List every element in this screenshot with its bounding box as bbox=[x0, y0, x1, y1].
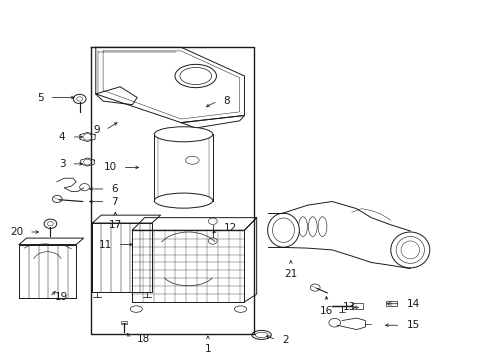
Text: 4: 4 bbox=[59, 132, 65, 142]
Text: 20: 20 bbox=[10, 227, 23, 237]
Text: 7: 7 bbox=[111, 197, 118, 207]
Text: 17: 17 bbox=[108, 220, 122, 230]
Text: 5: 5 bbox=[37, 93, 43, 103]
Text: 16: 16 bbox=[319, 306, 332, 316]
Text: 1: 1 bbox=[204, 344, 211, 354]
Text: 11: 11 bbox=[99, 239, 112, 249]
Ellipse shape bbox=[175, 64, 216, 87]
Text: 9: 9 bbox=[93, 125, 100, 135]
Bar bbox=[385, 301, 396, 306]
Text: 2: 2 bbox=[282, 334, 288, 345]
Ellipse shape bbox=[154, 193, 212, 208]
Text: 6: 6 bbox=[111, 184, 118, 194]
Bar bbox=[121, 320, 127, 324]
Ellipse shape bbox=[267, 213, 299, 247]
Text: 13: 13 bbox=[342, 302, 355, 312]
Ellipse shape bbox=[154, 127, 212, 142]
Text: 8: 8 bbox=[223, 96, 230, 106]
Text: 19: 19 bbox=[55, 292, 68, 302]
Ellipse shape bbox=[390, 232, 429, 268]
Text: 18: 18 bbox=[137, 333, 150, 343]
Text: 15: 15 bbox=[406, 320, 419, 330]
Bar bbox=[351, 303, 362, 309]
Text: 21: 21 bbox=[284, 269, 297, 279]
Text: 3: 3 bbox=[59, 159, 65, 169]
Text: 14: 14 bbox=[406, 299, 419, 309]
Text: 10: 10 bbox=[103, 162, 117, 172]
Text: 12: 12 bbox=[223, 224, 236, 233]
